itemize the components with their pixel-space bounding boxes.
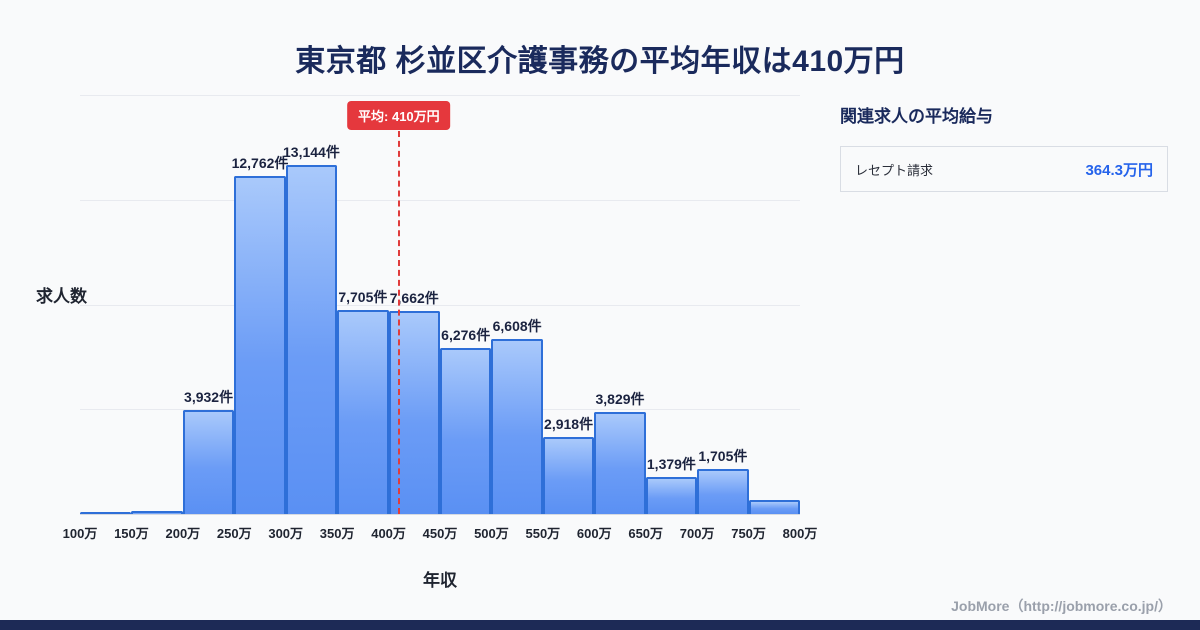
bar-value-label: 7,662件 bbox=[389, 289, 439, 306]
histogram-bar bbox=[285, 165, 338, 514]
x-tick-label: 300万 bbox=[268, 526, 304, 541]
bar-value-label: 1,379件 bbox=[646, 456, 696, 473]
x-tick-label: 750万 bbox=[731, 526, 766, 541]
bar-value-label: 6,608件 bbox=[492, 317, 542, 334]
x-tick-label: 600万 bbox=[576, 526, 612, 541]
histogram-bar bbox=[182, 409, 235, 514]
histogram-bar bbox=[337, 309, 389, 514]
histogram-bar bbox=[80, 512, 132, 514]
x-tick-label: 200万 bbox=[165, 526, 201, 541]
histogram-bar bbox=[697, 468, 749, 514]
bar-value-label: 3,932件 bbox=[184, 388, 234, 405]
bar-value-label: 7,705件 bbox=[338, 288, 388, 305]
x-tick-label: 700万 bbox=[679, 526, 715, 541]
x-tick-label: 500万 bbox=[474, 526, 509, 541]
related-job-label: レセプト請求 bbox=[855, 162, 934, 178]
x-tick-label: 150万 bbox=[114, 526, 149, 541]
histogram-bar bbox=[440, 347, 492, 514]
x-axis-title: 年収 bbox=[423, 571, 457, 590]
x-axis-ticks: 100万 150万 200万 250万 300万 350万 400万 450万 500万 550万… bbox=[63, 523, 818, 543]
related-job-value: 364.3万円 bbox=[1085, 161, 1153, 179]
average-line bbox=[397, 131, 400, 514]
histogram-bar bbox=[748, 500, 800, 514]
gridline bbox=[80, 95, 800, 96]
gridline bbox=[80, 199, 800, 201]
x-tick-label: 800万 bbox=[782, 526, 818, 541]
bar-value-label: 2,918件 bbox=[544, 415, 594, 432]
bar-value-label: 13,144件 bbox=[283, 144, 340, 161]
bar-value-label: 1,705件 bbox=[698, 447, 748, 464]
histogram-bar bbox=[542, 436, 595, 514]
page-title: 東京都 杉並区介護事務の平均年収は410万円 bbox=[295, 45, 905, 78]
histogram-bar bbox=[234, 175, 286, 514]
average-badge: 平均: 410万円 bbox=[347, 101, 451, 130]
gridline bbox=[80, 304, 800, 306]
bar-value-label: 3,829件 bbox=[595, 391, 645, 408]
x-tick-label: 350万 bbox=[319, 526, 355, 541]
related-jobs-list: レセプト請求 364.3万円 bbox=[840, 146, 1168, 192]
x-tick-label: 250万 bbox=[216, 526, 252, 541]
histogram-bar bbox=[594, 412, 646, 514]
histogram-bar bbox=[388, 310, 440, 514]
x-tick-label: 400万 bbox=[371, 526, 406, 541]
x-tick-label: 650万 bbox=[628, 526, 664, 541]
bar-value-label: 6,276件 bbox=[441, 326, 491, 343]
footer-credit: JobMore（http://jobmore.co.jp/） bbox=[951, 598, 1172, 614]
y-axis-title: 求人数 bbox=[36, 287, 87, 306]
x-tick-label: 550万 bbox=[525, 526, 561, 541]
related-job-item: レセプト請求 364.3万円 bbox=[840, 146, 1168, 192]
x-tick-label: 100万 bbox=[62, 526, 98, 541]
plot-area: 平均: 410万円 3,932件 12,762件 13,144件 7,705件 7,66… bbox=[80, 95, 800, 515]
histogram-bar bbox=[131, 510, 183, 514]
bottom-accent-strip bbox=[0, 620, 1200, 630]
histogram-bar bbox=[645, 477, 698, 514]
side-panel-heading: 関連求人の平均給与 bbox=[840, 107, 993, 126]
histogram-bar bbox=[491, 338, 543, 514]
bar-value-label: 12,762件 bbox=[231, 154, 289, 171]
x-tick-label: 450万 bbox=[422, 526, 458, 541]
